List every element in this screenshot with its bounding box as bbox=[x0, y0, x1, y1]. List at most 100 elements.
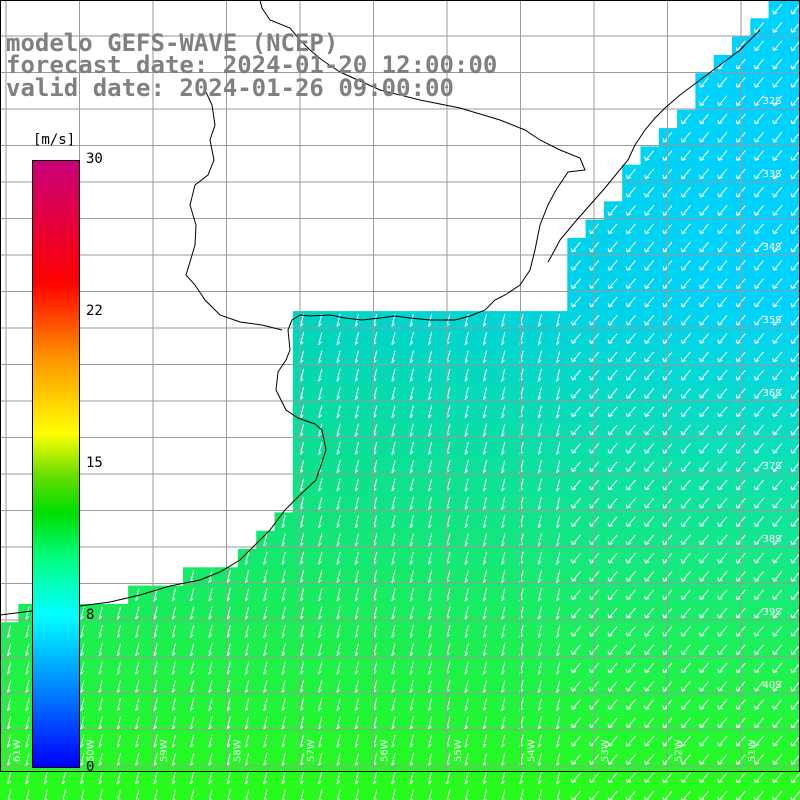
wind-arrow bbox=[556, 405, 561, 419]
wind-arrow bbox=[717, 278, 728, 290]
wind-arrow bbox=[446, 771, 451, 785]
wind-arrow bbox=[208, 716, 213, 730]
wind-arrow bbox=[754, 534, 764, 546]
wind-arrow bbox=[244, 624, 250, 638]
wind-arrow bbox=[153, 588, 158, 602]
wind-arrow bbox=[98, 606, 103, 620]
wind-cell bbox=[786, 402, 800, 422]
wind-arrow bbox=[244, 771, 250, 785]
longitude-label: 54W bbox=[527, 739, 538, 762]
colorbar-tick-8: 8 bbox=[86, 607, 95, 623]
wind-arrow bbox=[244, 753, 250, 767]
wind-arrow bbox=[717, 113, 728, 125]
wind-arrow bbox=[354, 734, 359, 748]
wind-arrow bbox=[699, 260, 710, 271]
wind-arrow bbox=[501, 716, 506, 730]
wind-arrow bbox=[354, 661, 359, 675]
wind-arrow bbox=[427, 771, 433, 785]
wind-arrow bbox=[556, 624, 561, 638]
wind-arrow bbox=[772, 333, 783, 344]
wind-arrow bbox=[772, 205, 783, 216]
wind-arrow bbox=[607, 497, 618, 509]
wind-arrow bbox=[482, 643, 488, 657]
wind-arrow bbox=[790, 607, 800, 619]
wind-arrow bbox=[571, 607, 581, 619]
wind-arrow bbox=[680, 772, 691, 784]
wind-arrow bbox=[354, 551, 359, 565]
wind-arrow bbox=[644, 754, 655, 765]
wind-arrow bbox=[644, 406, 655, 418]
wind-arrow bbox=[281, 515, 286, 529]
wind-arrow bbox=[537, 478, 542, 492]
wind-arrow bbox=[717, 95, 728, 107]
wind-arrow bbox=[244, 570, 250, 584]
wind-arrow bbox=[717, 296, 728, 308]
wind-arrow bbox=[336, 679, 341, 693]
wind-arrow bbox=[190, 771, 195, 785]
wind-arrow bbox=[790, 3, 800, 15]
wind-arrow bbox=[391, 588, 396, 602]
wind-arrow bbox=[699, 754, 710, 765]
wind-arrow bbox=[25, 753, 30, 767]
wind-arrow bbox=[171, 698, 176, 712]
wind-arrow bbox=[607, 241, 618, 253]
wind-arrow bbox=[625, 626, 636, 637]
wind-arrow bbox=[571, 534, 581, 546]
wind-arrow bbox=[116, 771, 122, 785]
wind-arrow bbox=[772, 552, 783, 564]
wind-arrow bbox=[336, 368, 341, 382]
wind-arrow bbox=[244, 716, 250, 730]
wind-arrow bbox=[754, 424, 764, 436]
wind-arrow bbox=[80, 771, 85, 785]
latitude-label: 35S bbox=[762, 315, 781, 326]
wind-arrow bbox=[699, 333, 710, 344]
wind-arrow bbox=[644, 150, 655, 161]
wind-cell bbox=[786, 713, 800, 733]
wind-arrow bbox=[427, 441, 433, 455]
wind-arrow bbox=[537, 423, 542, 437]
wind-arrow bbox=[464, 588, 469, 602]
wind-arrow bbox=[263, 624, 268, 638]
wind-arrow bbox=[680, 186, 691, 198]
wind-arrow bbox=[717, 717, 728, 729]
wind-arrow bbox=[464, 460, 469, 474]
title-model: modelo GEFS-WAVE (NCEP) bbox=[6, 29, 339, 57]
wind-arrow bbox=[699, 607, 710, 619]
wind-arrow bbox=[556, 716, 561, 730]
wind-arrow bbox=[391, 606, 396, 620]
wind-cell bbox=[786, 695, 800, 715]
title-valid-date: valid date: 2024-01-26 09:00:00 bbox=[6, 74, 454, 102]
wind-arrow bbox=[699, 131, 710, 143]
wind-arrow bbox=[537, 350, 542, 364]
wind-arrow bbox=[556, 753, 561, 767]
wind-arrow bbox=[464, 551, 469, 565]
wind-arrow bbox=[790, 223, 800, 235]
wind-cell bbox=[622, 786, 641, 800]
wind-arrow bbox=[25, 734, 30, 748]
wind-arrow bbox=[354, 624, 359, 638]
wind-arrow bbox=[135, 716, 140, 730]
wind-arrow bbox=[556, 606, 561, 620]
wind-arrow bbox=[754, 479, 764, 491]
longitude-labels: 61W60W59W58W57W56W55W54W53W52W51W50W bbox=[12, 739, 758, 762]
wind-cell bbox=[786, 420, 800, 440]
latitude-label: 32S bbox=[762, 96, 781, 107]
wind-arrow bbox=[680, 461, 691, 473]
wind-arrow bbox=[607, 223, 618, 235]
wind-arrow bbox=[116, 698, 122, 712]
longitude-label: 59W bbox=[159, 739, 170, 762]
wind-arrow bbox=[427, 460, 433, 474]
wind-arrow bbox=[717, 186, 728, 198]
wind-arrow bbox=[501, 332, 506, 346]
wind-arrow bbox=[7, 643, 12, 657]
wind-arrow bbox=[680, 131, 691, 143]
wind-arrow bbox=[790, 534, 800, 546]
wind-arrow bbox=[43, 771, 48, 785]
wind-arrow bbox=[625, 241, 636, 253]
wind-arrow bbox=[717, 497, 728, 509]
wind-arrow bbox=[571, 296, 581, 308]
wind-arrow bbox=[699, 662, 710, 674]
wind-arrow bbox=[644, 314, 655, 326]
wind-arrow bbox=[482, 624, 488, 638]
wind-cell bbox=[786, 18, 800, 38]
